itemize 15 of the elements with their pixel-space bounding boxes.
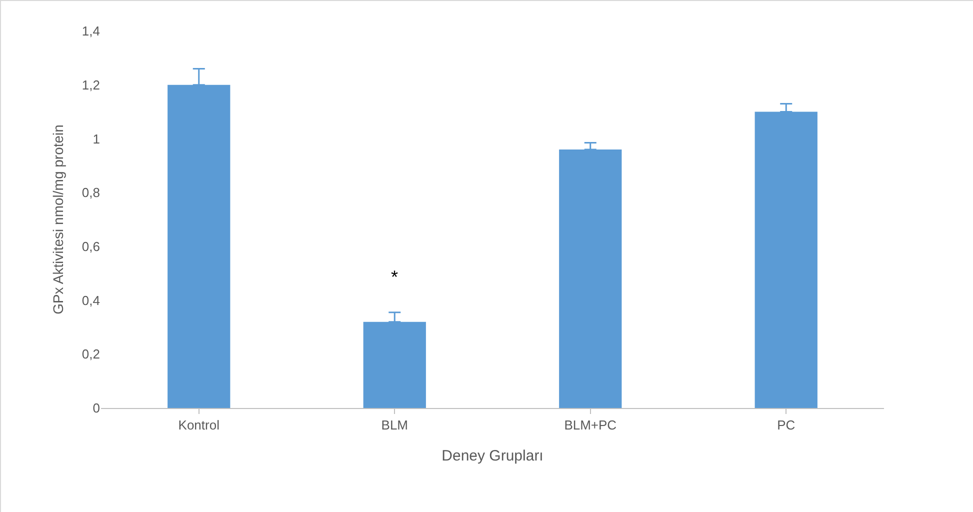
y-tick-label: 0,8 <box>82 185 100 200</box>
y-tick-label: 0 <box>92 400 100 416</box>
annotation: * <box>391 267 398 287</box>
y-tick-label: 0,6 <box>82 238 100 254</box>
y-tick-label: 1,4 <box>82 24 100 39</box>
x-tick-label: BLM <box>381 418 408 433</box>
x-tick-label: Kontrol <box>178 418 220 433</box>
y-tick-label: 0,4 <box>82 292 100 308</box>
x-tick-label: BLM+PC <box>564 418 617 433</box>
y-axis-title: GPx Aktivitesi nmol/mg protein <box>50 124 66 314</box>
x-axis-title: Deney Grupları <box>442 448 544 465</box>
y-tick-label: 1,2 <box>82 77 100 92</box>
y-tick-label: 0,2 <box>82 346 100 362</box>
y-tick-label: 1 <box>92 131 100 146</box>
x-tick-label: PC <box>777 418 796 433</box>
